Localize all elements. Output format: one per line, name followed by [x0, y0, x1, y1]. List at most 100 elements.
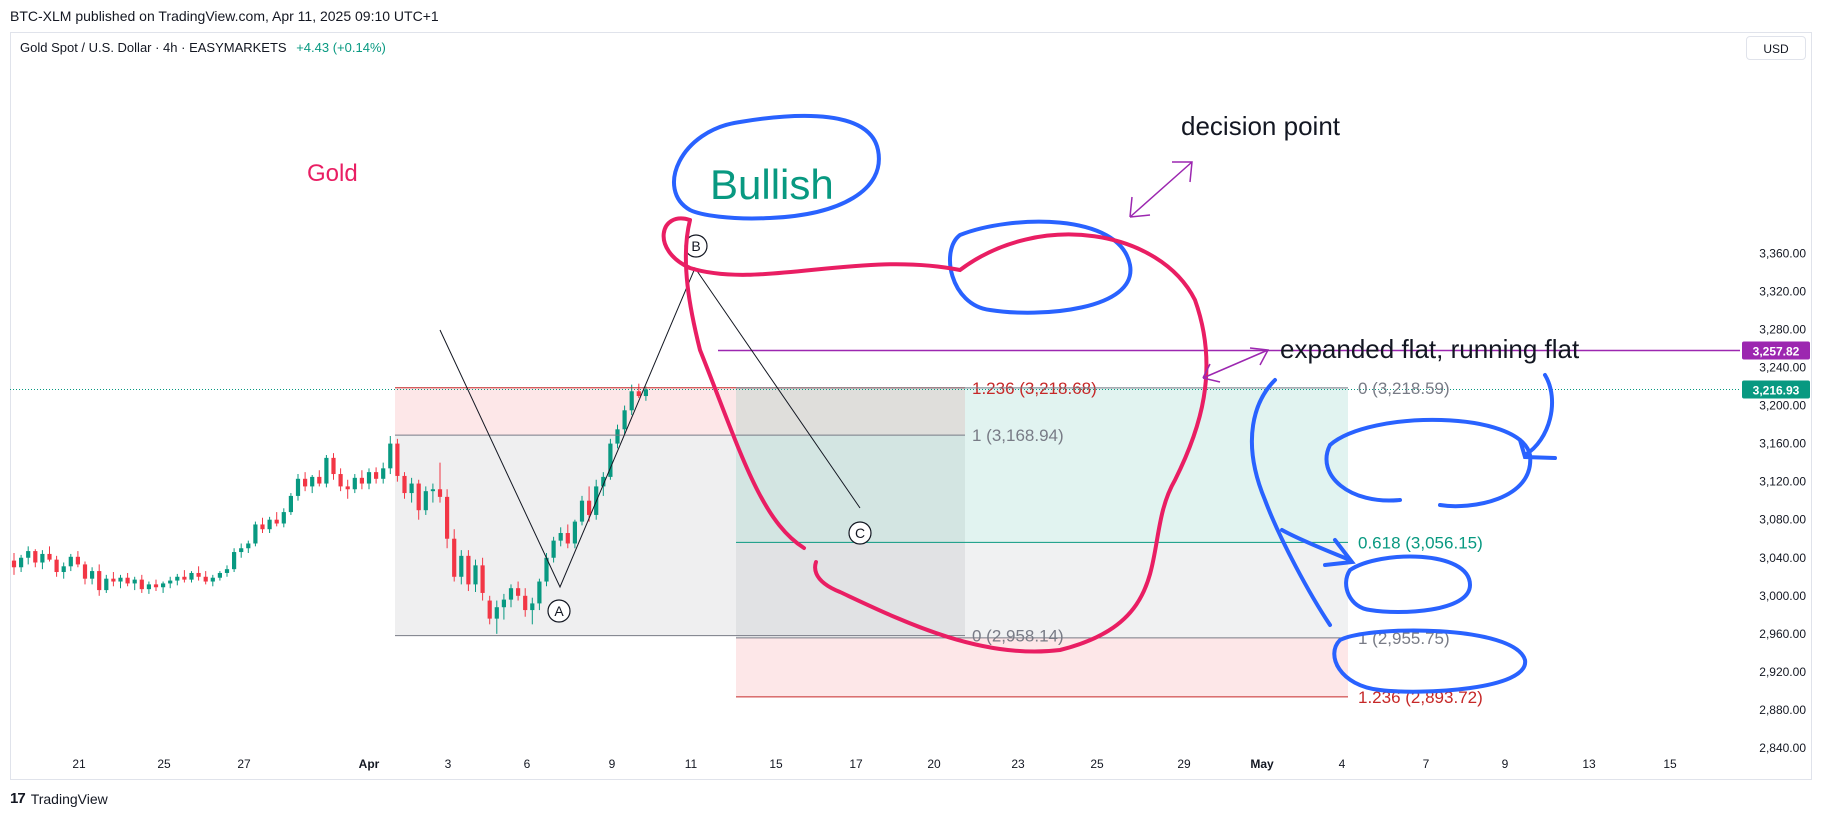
candle-body: [537, 581, 542, 604]
annotation-gold: Gold: [307, 160, 358, 187]
candle-body: [82, 564, 88, 579]
candle-body: [317, 476, 322, 484]
candle-body: [125, 577, 130, 584]
candle-body: [523, 595, 528, 611]
candle-body: [572, 521, 577, 544]
symbol-title[interactable]: Gold Spot / U.S. Dollar · 4h · EASYMARKE…: [20, 40, 287, 55]
fib-zone-grey: [736, 542, 1348, 638]
candle-body: [281, 512, 286, 524]
time-tick: 11: [685, 757, 698, 771]
candle-body: [452, 538, 457, 577]
candle-body: [224, 569, 230, 573]
price-badge: [1742, 341, 1810, 360]
candle-body: [97, 571, 102, 591]
candle-body: [558, 533, 563, 541]
candle-body: [26, 551, 31, 558]
candle-body: [544, 557, 549, 582]
tradingview-logo-icon: 17: [10, 790, 26, 807]
candle-body: [388, 443, 393, 469]
candle-body: [153, 584, 159, 588]
candle-body: [47, 553, 52, 560]
price-badge-label: 3,216.93: [1753, 383, 1800, 397]
tradingview-logo[interactable]: 17 TradingView: [10, 790, 108, 807]
candle-body: [437, 489, 443, 497]
price-tick: 3,320.00: [1759, 284, 1806, 298]
candle-body: [629, 391, 634, 411]
wave-label: B: [691, 238, 700, 254]
time-tick: 7: [1423, 757, 1430, 771]
candle-body: [196, 572, 201, 577]
tradingview-brand: TradingView: [30, 790, 108, 807]
candle-body: [210, 577, 215, 582]
annotation-bullish: Bullish: [710, 161, 834, 208]
blue-arrow-curve: [1250, 378, 1332, 627]
candle-body: [267, 519, 272, 530]
candle-body: [430, 489, 435, 492]
candle-body: [253, 524, 258, 544]
price-tick: 3,160.00: [1759, 437, 1806, 451]
candle-body: [40, 553, 45, 563]
time-tick: 29: [1177, 757, 1191, 771]
price-tick: 3,080.00: [1759, 513, 1806, 527]
fib-0618-circle: [1324, 417, 1533, 509]
price-tick: 2,960.00: [1759, 627, 1806, 641]
price-tick: 2,840.00: [1759, 741, 1806, 755]
currency-button[interactable]: USD: [1746, 36, 1806, 60]
fib-zone-lower: [736, 637, 1348, 697]
candle-body: [345, 486, 350, 490]
candle-body: [274, 519, 279, 524]
price-tick: 2,920.00: [1759, 665, 1806, 679]
time-tick: 21: [72, 757, 86, 771]
price-tick: 2,880.00: [1759, 703, 1806, 717]
candle-body: [175, 576, 180, 581]
time-tick: 9: [1502, 757, 1509, 771]
candle-body: [516, 588, 521, 596]
chart-frame: [10, 32, 1812, 780]
time-tick: 13: [1582, 757, 1596, 771]
candle-body: [445, 496, 450, 539]
candle-body: [168, 580, 173, 584]
candle-body: [565, 533, 570, 544]
candle-body: [374, 472, 379, 479]
time-tick: 3: [445, 757, 452, 771]
wave-path: [439, 266, 861, 589]
price-tick: 3,040.00: [1759, 551, 1806, 565]
annotation-decision-point: decision point: [1181, 111, 1341, 141]
candle-body: [587, 500, 592, 515]
candle-body: [459, 555, 464, 577]
candle-body: [466, 555, 471, 585]
candle-body: [409, 483, 414, 494]
candle-body: [423, 491, 428, 511]
candle-body: [338, 474, 343, 487]
time-tick: 6: [524, 757, 531, 771]
candle-body: [366, 472, 372, 484]
fib-label: 0 (3,218.59): [1358, 379, 1450, 398]
candle-body: [324, 457, 329, 484]
candle-body: [416, 483, 421, 511]
candle-body: [530, 603, 535, 611]
candle-body: [111, 578, 116, 582]
candle-body: [643, 389, 648, 397]
candle-body: [132, 579, 137, 584]
time-tick: 25: [1090, 757, 1104, 771]
fib-1-circle: [1344, 554, 1473, 614]
candle-body: [104, 578, 109, 591]
candle-body: [381, 468, 386, 479]
candle-body: [480, 565, 485, 593]
candle-body: [601, 476, 606, 487]
price-tick: 3,120.00: [1759, 475, 1806, 489]
candle-body: [310, 476, 315, 487]
time-tick: 23: [1011, 757, 1025, 771]
candle-body: [139, 579, 144, 590]
fib-label: 0 (2,958.14): [972, 627, 1064, 646]
price-axis: 2,840.00 2,880.00 2,920.00 2,960.00 3,000.00…: [1742, 246, 1810, 755]
price-tick: 3,360.00: [1759, 246, 1806, 260]
candle-body: [217, 572, 222, 578]
candle-body: [11, 560, 17, 568]
candle-body: [54, 559, 59, 573]
candle-body: [246, 543, 251, 549]
time-tick: 15: [1663, 757, 1677, 771]
candle-body: [118, 577, 123, 582]
time-axis: 21 25 27 Apr 3 6 9 11 15 17 20 23 25 29 May 4 7 9 13 15: [72, 757, 1677, 771]
